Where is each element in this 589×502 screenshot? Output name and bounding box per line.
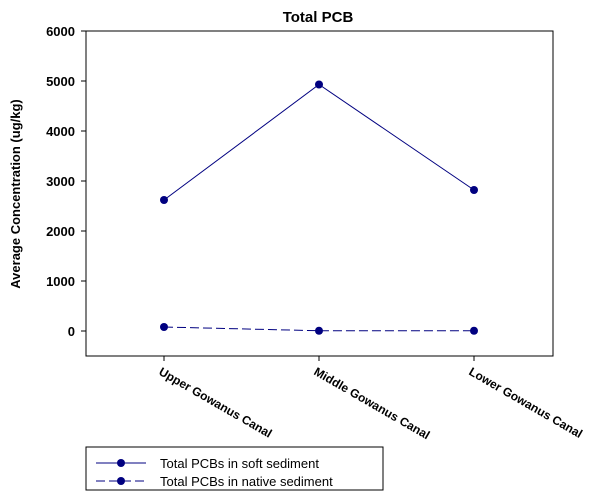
chart-title: Total PCB	[283, 9, 354, 26]
legend-label: Total PCBs in soft sediment	[160, 456, 319, 471]
y-tick-label: 2000	[46, 224, 75, 239]
legend: Total PCBs in soft sediment Total PCBs in…	[85, 446, 384, 491]
y-axis-label: Average Concentration (ug/kg)	[8, 99, 23, 288]
y-axis: 0 1000 2000 3000 4000 5000 6000	[46, 24, 86, 339]
x-axis: Upper Gowanus Canal Middle Gowanus Canal L…	[157, 356, 585, 442]
data-point	[315, 326, 323, 335]
data-point	[470, 326, 478, 335]
plot-frame	[85, 30, 554, 357]
y-tick-label: 0	[68, 324, 75, 339]
series-2	[160, 323, 478, 335]
y-tick-label: 1000	[46, 274, 75, 289]
x-category-label: Upper Gowanus Canal	[157, 364, 275, 440]
series-layer	[160, 80, 478, 335]
x-category-label: Middle Gowanus Canal	[312, 364, 433, 442]
data-point	[160, 196, 168, 204]
y-tick-label: 4000	[46, 124, 75, 139]
legend-label: Total PCBs in native sediment	[160, 474, 333, 489]
series-line	[163, 83, 475, 201]
data-point	[315, 80, 323, 89]
legend-swatch-marker	[117, 459, 125, 467]
y-tick-label: 3000	[46, 174, 75, 189]
y-tick-label: 6000	[46, 24, 75, 39]
data-point	[470, 186, 478, 194]
legend-swatch-marker	[117, 477, 125, 485]
legend-box	[85, 446, 384, 491]
x-category-label: Lower Gowanus Canal	[467, 364, 585, 440]
data-point	[160, 323, 168, 331]
y-tick-label: 5000	[46, 74, 75, 89]
series-1	[160, 80, 478, 204]
